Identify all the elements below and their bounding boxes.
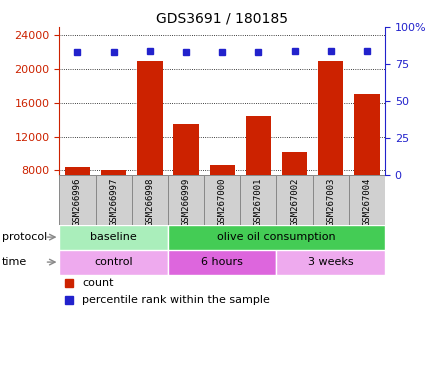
Text: GSM267000: GSM267000 xyxy=(218,177,227,225)
Text: GSM266999: GSM266999 xyxy=(182,177,191,225)
Bar xyxy=(318,61,343,238)
Bar xyxy=(209,166,235,238)
Bar xyxy=(204,175,240,225)
Bar xyxy=(168,225,385,250)
Bar xyxy=(101,170,126,238)
Text: time: time xyxy=(2,257,27,267)
Bar xyxy=(349,175,385,225)
Text: 6 hours: 6 hours xyxy=(201,257,243,267)
Text: GSM267003: GSM267003 xyxy=(326,177,335,225)
Text: GSM267004: GSM267004 xyxy=(363,177,371,225)
Bar xyxy=(137,61,162,238)
Text: count: count xyxy=(82,278,114,288)
Text: olive oil consumption: olive oil consumption xyxy=(217,232,336,242)
Text: GSM266996: GSM266996 xyxy=(73,177,82,225)
Bar xyxy=(276,175,313,225)
Bar xyxy=(246,116,271,238)
Bar xyxy=(240,175,276,225)
Bar xyxy=(95,175,132,225)
Text: control: control xyxy=(94,257,133,267)
Bar xyxy=(59,250,168,275)
Text: GSM266998: GSM266998 xyxy=(145,177,154,225)
Bar xyxy=(65,167,90,238)
Bar xyxy=(173,124,199,238)
Bar xyxy=(282,152,307,238)
Bar xyxy=(168,175,204,225)
Text: protocol: protocol xyxy=(2,232,48,242)
Text: GSM267002: GSM267002 xyxy=(290,177,299,225)
Bar xyxy=(313,175,349,225)
Bar xyxy=(354,94,380,238)
Text: GSM267001: GSM267001 xyxy=(254,177,263,225)
Text: GSM266997: GSM266997 xyxy=(109,177,118,225)
Bar xyxy=(59,225,168,250)
Bar xyxy=(59,175,95,225)
Bar xyxy=(132,175,168,225)
Bar xyxy=(276,250,385,275)
Text: baseline: baseline xyxy=(90,232,137,242)
Bar xyxy=(168,250,276,275)
Text: 3 weeks: 3 weeks xyxy=(308,257,354,267)
Text: percentile rank within the sample: percentile rank within the sample xyxy=(82,295,270,306)
Title: GDS3691 / 180185: GDS3691 / 180185 xyxy=(156,12,288,26)
